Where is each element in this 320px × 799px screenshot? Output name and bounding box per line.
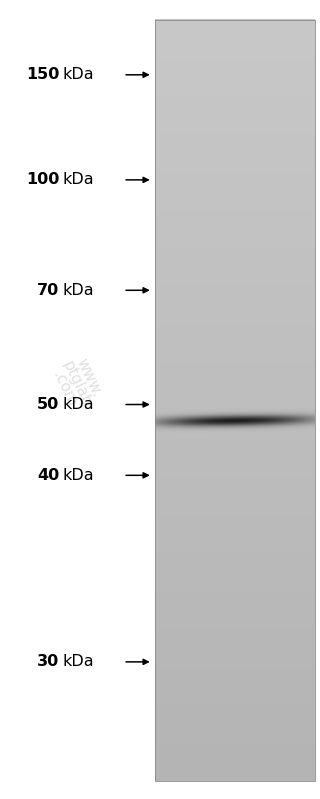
Bar xyxy=(155,628,315,638)
Bar xyxy=(155,200,315,210)
Bar xyxy=(155,391,315,401)
Bar xyxy=(155,20,315,781)
Bar xyxy=(155,190,315,201)
Bar xyxy=(155,304,315,315)
Bar xyxy=(155,153,315,163)
Bar xyxy=(155,333,315,344)
Bar xyxy=(155,76,315,86)
Text: www.
ptglab
.com: www. ptglab .com xyxy=(47,352,107,415)
Bar xyxy=(155,476,315,487)
Bar xyxy=(155,67,315,77)
Bar xyxy=(155,48,315,58)
Bar xyxy=(155,143,315,153)
Bar xyxy=(155,219,315,229)
Bar xyxy=(155,666,315,677)
Bar xyxy=(155,514,315,524)
Bar xyxy=(155,286,315,296)
Bar xyxy=(155,276,315,287)
Text: 100: 100 xyxy=(26,173,59,188)
Bar xyxy=(155,447,315,458)
Bar xyxy=(155,438,315,448)
Bar xyxy=(155,381,315,392)
Bar xyxy=(155,352,315,363)
Bar xyxy=(155,505,315,515)
Bar xyxy=(155,257,315,268)
Bar xyxy=(155,38,315,49)
Bar xyxy=(155,733,315,743)
Bar xyxy=(155,742,315,753)
Bar xyxy=(155,133,315,144)
Bar xyxy=(155,686,315,696)
Bar xyxy=(155,372,315,382)
Bar xyxy=(155,314,315,324)
Bar xyxy=(155,724,315,733)
Bar xyxy=(155,771,315,781)
Text: kDa: kDa xyxy=(62,67,94,82)
Bar xyxy=(155,181,315,191)
Bar xyxy=(155,533,315,543)
Bar xyxy=(155,638,315,648)
Bar xyxy=(155,29,315,39)
Bar xyxy=(155,85,315,96)
Bar xyxy=(155,248,315,258)
Bar xyxy=(155,172,315,182)
Bar xyxy=(155,562,315,572)
Bar xyxy=(155,495,315,506)
Bar xyxy=(155,590,315,601)
Bar xyxy=(155,552,315,562)
Bar xyxy=(155,523,315,534)
Text: 50: 50 xyxy=(37,397,59,412)
Bar xyxy=(155,400,315,410)
Text: 40: 40 xyxy=(37,468,59,483)
Bar xyxy=(155,657,315,667)
Bar xyxy=(155,409,315,419)
Text: 30: 30 xyxy=(37,654,59,670)
Text: 150: 150 xyxy=(26,67,59,82)
Bar xyxy=(155,600,315,610)
Bar xyxy=(155,428,315,439)
Bar xyxy=(155,467,315,477)
Bar xyxy=(155,571,315,582)
Bar xyxy=(155,752,315,762)
Bar xyxy=(155,714,315,725)
Bar xyxy=(155,695,315,706)
Bar xyxy=(155,610,315,619)
Bar xyxy=(155,543,315,553)
Bar xyxy=(155,761,315,772)
Bar xyxy=(155,105,315,115)
Bar xyxy=(155,618,315,629)
Text: 70: 70 xyxy=(37,283,59,298)
Bar xyxy=(155,114,315,125)
Text: kDa: kDa xyxy=(62,173,94,188)
Bar xyxy=(155,324,315,334)
Bar xyxy=(155,676,315,686)
Bar xyxy=(155,647,315,658)
Text: kDa: kDa xyxy=(62,397,94,412)
Bar xyxy=(155,486,315,496)
Bar xyxy=(155,295,315,305)
Bar xyxy=(155,581,315,591)
Bar xyxy=(155,362,315,372)
Bar xyxy=(155,267,315,277)
Bar xyxy=(155,343,315,353)
Bar xyxy=(155,229,315,239)
Bar xyxy=(155,124,315,134)
Bar xyxy=(155,457,315,467)
Bar xyxy=(155,419,315,429)
Bar xyxy=(155,209,315,220)
Text: kDa: kDa xyxy=(62,283,94,298)
Bar xyxy=(155,705,315,715)
Bar xyxy=(155,95,315,105)
Text: kDa: kDa xyxy=(62,654,94,670)
Bar xyxy=(155,238,315,248)
Bar xyxy=(155,162,315,173)
Bar xyxy=(155,58,315,68)
Bar xyxy=(155,19,315,30)
Text: kDa: kDa xyxy=(62,468,94,483)
